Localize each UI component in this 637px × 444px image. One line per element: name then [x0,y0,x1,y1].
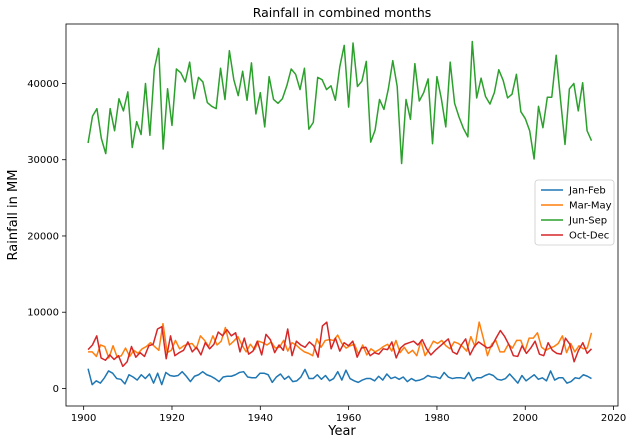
x-axis: 1900 1920 1940 1960 1980 2000 2020 [71,406,626,424]
series-line-3 [87,321,593,368]
legend-label: Oct-Dec [569,231,609,242]
plot-area [87,40,593,386]
series-line-1 [88,321,593,359]
y-tick-label: 30000 [27,155,59,166]
y-tick-label: 10000 [27,308,59,319]
y-axis-label: Rainfall in MM [6,170,21,261]
legend-box [534,179,615,246]
series-line-0 [87,368,592,386]
x-axis-label: Year [327,424,356,439]
y-axis: 0 10000 20000 30000 40000 [27,79,66,395]
legend-label: Jan-Feb [568,186,606,197]
legend-label: Jun-Sep [568,216,607,227]
y-tick-label: 20000 [27,231,59,242]
x-tick-label: 2000 [513,413,538,424]
x-tick-label: 1980 [424,413,449,424]
series-line-2 [87,40,593,165]
y-tick-label: 0 [53,384,59,395]
chart-title: Rainfall in combined months [253,5,432,20]
y-tick-label: 40000 [27,79,59,90]
x-tick-label: 1920 [159,413,184,424]
x-tick-label: 2020 [601,413,626,424]
x-tick-label: 1940 [248,413,273,424]
legend-label: Mar-May [569,201,612,212]
x-tick-label: 1960 [336,413,361,424]
x-tick-label: 1900 [71,413,96,424]
plot-frame [65,23,619,407]
legend: Jan-Feb Mar-May Jun-Sep Oct-Dec [534,179,615,246]
